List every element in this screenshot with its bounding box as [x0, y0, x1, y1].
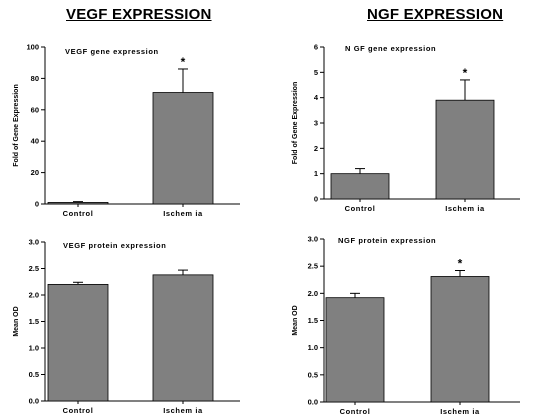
ngf-gene-y-tick-label: 1	[314, 169, 318, 178]
ngf-protein-x-tick-label: Ischem ia	[440, 407, 480, 416]
ngf-gene-x-tick-label: Control	[345, 204, 376, 213]
ngf-protein-y-tick-label: 0.0	[308, 398, 318, 407]
ngf-gene-y-axis-label: Fold of Gene Expression	[292, 82, 299, 164]
vegf-protein-bar-control	[47, 283, 109, 402]
ngf-gene-x-tick-label: Ischem ia	[445, 204, 485, 213]
ngf-protein-y-tick-label: 0.5	[308, 370, 318, 379]
vegf-gene-y-tick-label: 20	[31, 168, 39, 177]
vegf-protein-x-tick-label: Control	[63, 406, 94, 415]
vegf-gene-y-tick-label: 100	[26, 43, 39, 52]
vegf-gene-bar-control	[47, 202, 109, 205]
ngf-gene-y-tick-label: 2	[314, 144, 318, 153]
ngf-protein-y-tick-label: 3.0	[308, 235, 318, 244]
vegf-protein-y-tick-label: 0.5	[29, 370, 39, 379]
ngf-protein-y-axis-label: Mean OD	[292, 305, 299, 335]
vegf-gene-y-tick-label: 0	[35, 200, 39, 209]
ngf-gene-y-tick-label: 3	[314, 119, 318, 128]
vegf-protein-x-tick-label: Ischem ia	[163, 406, 203, 415]
ngf-protein-y-tick-label: 2.5	[308, 262, 318, 271]
ngf-gene-bar-control	[330, 173, 390, 200]
ngf-protein-x-tick-label: Control	[340, 407, 371, 416]
ngf-gene-y-tick-label: 5	[314, 68, 318, 77]
vegf-protein-chart: 0.0 0.5 1.0 1.5 2.0 2.5 3.0 Control Ischem ia VEG…	[13, 238, 240, 415]
ngf-expression-heading: NGF EXPRESSION	[367, 6, 504, 23]
ngf-protein-significance-marker: *	[458, 257, 463, 271]
vegf-gene-y-axis-label: Fold of Gene Expression	[13, 84, 20, 166]
vegf-expression-heading: VEGF EXPRESSION	[66, 6, 212, 23]
ngf-gene-y-tick-label: 6	[314, 43, 318, 52]
ngf-gene-chart: 0 1 2 3 4 5 6 Control * Ischem ia N GF gene expres…	[292, 43, 520, 213]
ngf-protein-y-tick-label: 1.5	[308, 316, 318, 325]
vegf-gene-chart: 0 20 40 60 80 100 Control * Ischem ia VEGF gene e…	[13, 43, 240, 218]
vegf-protein-y-tick-label: 3.0	[29, 238, 39, 247]
ngf-protein-y-tick-label: 1.0	[308, 343, 318, 352]
ngf-protein-bar-control	[325, 297, 385, 403]
ngf-gene-y-tick-label: 0	[314, 195, 318, 204]
ngf-protein-chart: 0.0 0.5 1.0 1.5 2.0 2.5 3.0 Control * Ischem ia NG…	[292, 235, 520, 416]
ngf-gene-title: N GF gene expression	[345, 44, 436, 53]
vegf-protein-title: VEGF protein expression	[63, 241, 166, 250]
ngf-gene-y-tick-label: 4	[314, 93, 319, 102]
vegf-protein-bar-ischemia	[152, 274, 214, 402]
vegf-gene-y-tick-label: 60	[31, 105, 39, 114]
vegf-protein-y-tick-label: 2.5	[29, 264, 39, 273]
vegf-protein-y-axis-label: Mean OD	[13, 306, 20, 336]
vegf-protein-y-tick-label: 1.5	[29, 317, 39, 326]
vegf-gene-title: VEGF gene expression	[65, 47, 159, 56]
ngf-gene-bar-ischemia	[435, 99, 495, 200]
vegf-protein-y-tick-label: 2.0	[29, 291, 39, 300]
ngf-protein-title: NGF protein expression	[338, 236, 436, 245]
ngf-gene-significance-marker: *	[463, 66, 468, 80]
vegf-gene-x-tick-label: Ischem ia	[163, 209, 203, 218]
vegf-protein-y-tick-label: 0.0	[29, 397, 39, 406]
vegf-gene-y-tick-label: 40	[31, 137, 39, 146]
vegf-gene-significance-marker: *	[181, 55, 186, 69]
vegf-gene-bar-ischemia	[152, 92, 214, 205]
ngf-protein-y-tick-label: 2.0	[308, 289, 318, 298]
ngf-protein-bar-ischemia	[430, 276, 490, 403]
vegf-protein-y-tick-label: 1.0	[29, 344, 39, 353]
vegf-gene-x-tick-label: Control	[63, 209, 94, 218]
vegf-gene-y-tick-label: 80	[31, 74, 39, 83]
